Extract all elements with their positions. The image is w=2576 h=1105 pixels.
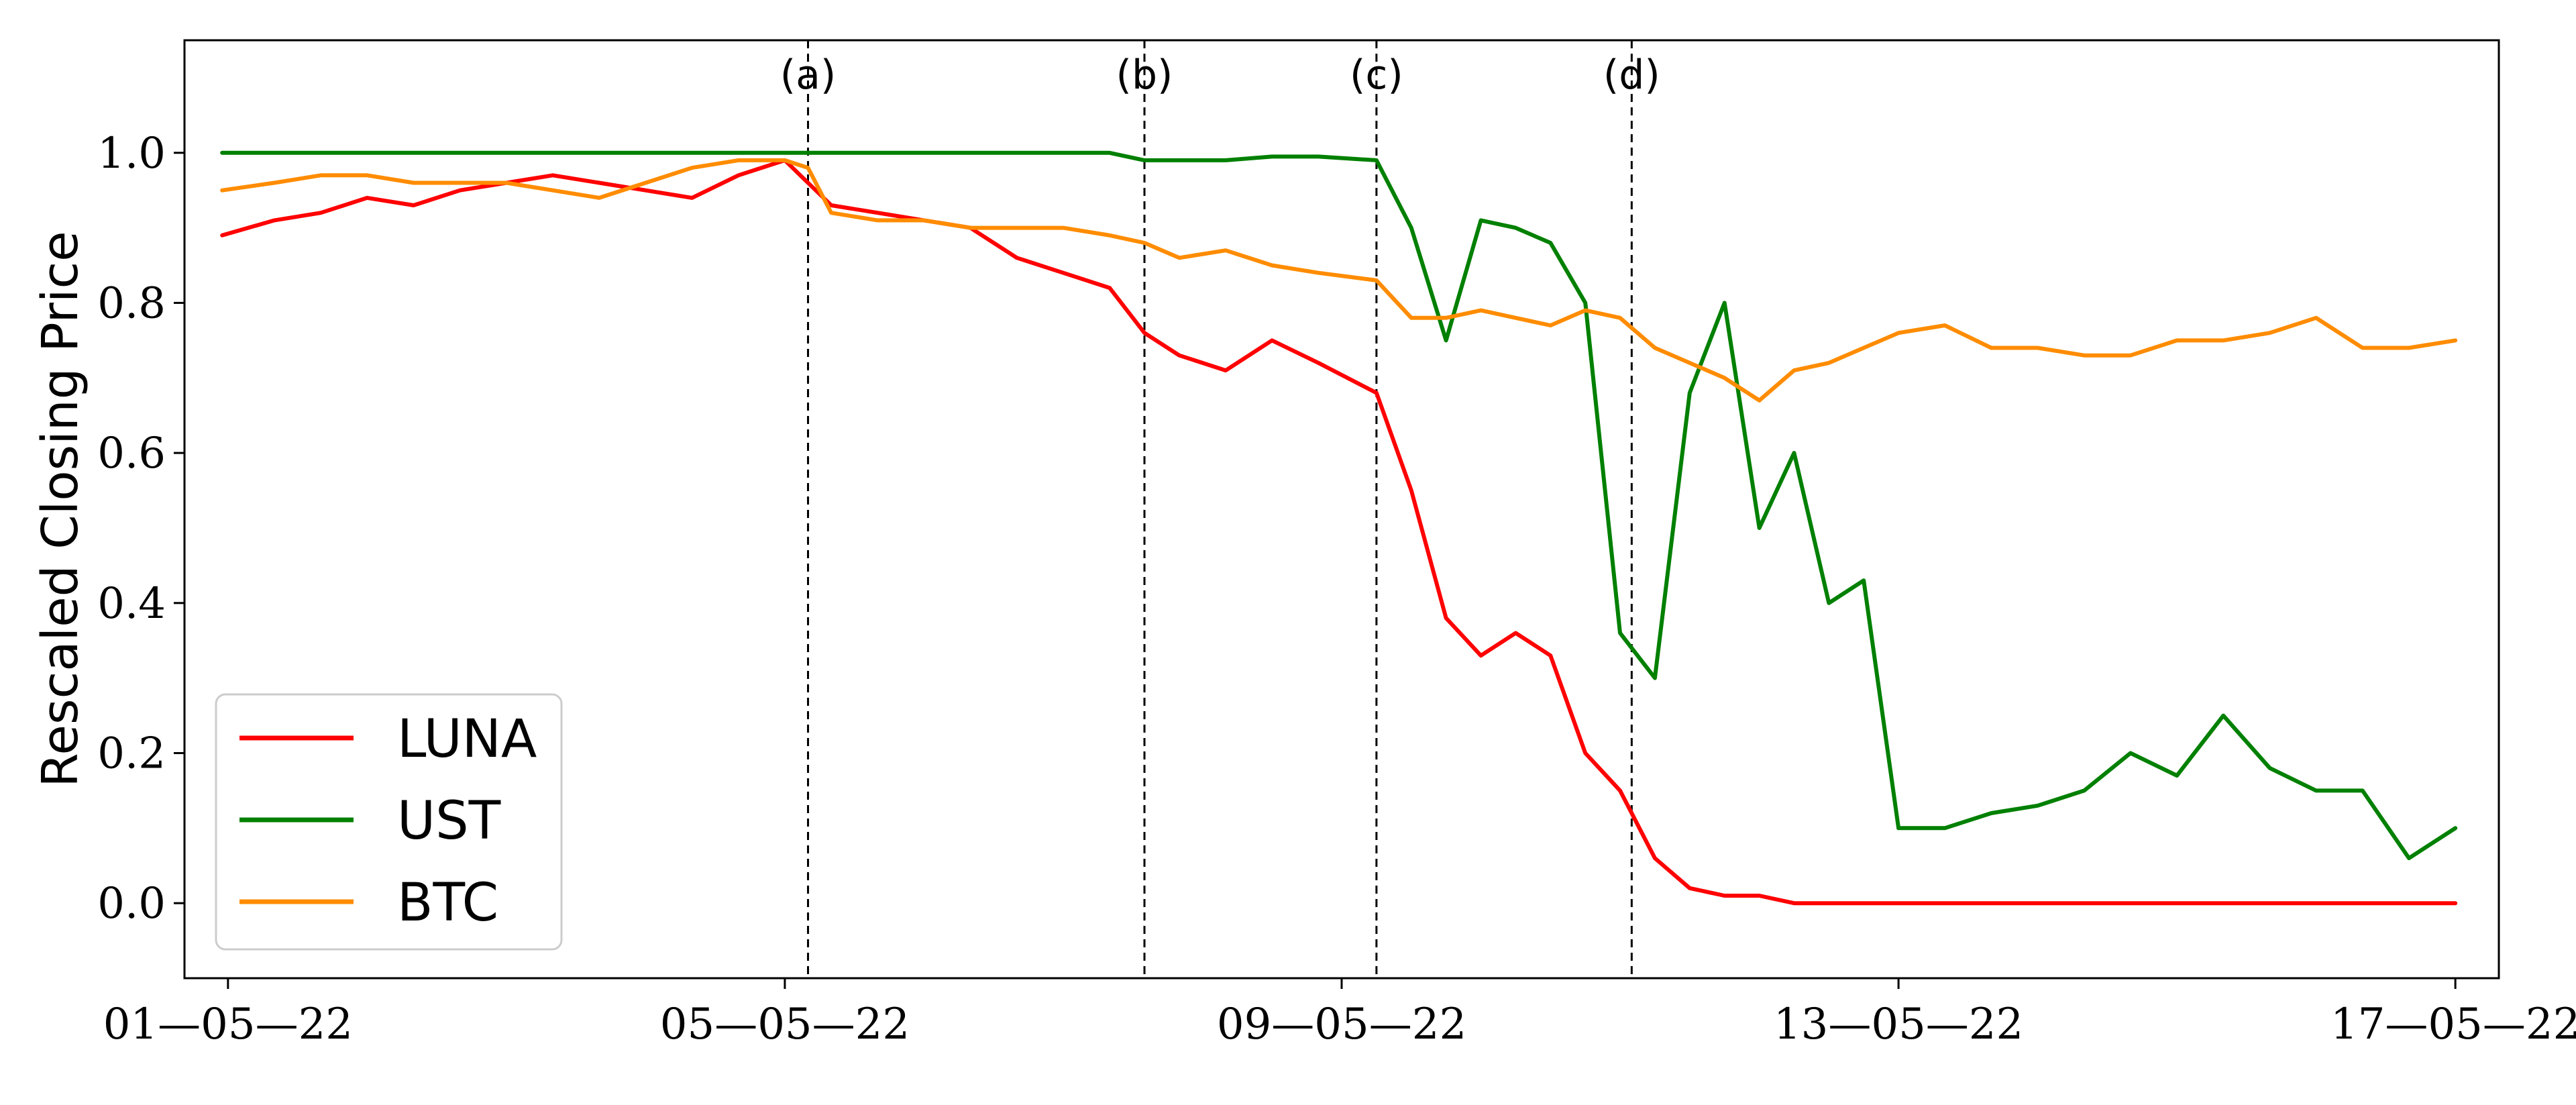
y-tick-label: 0.6 (97, 429, 166, 478)
legend-label-btc: BTC (397, 873, 498, 933)
series-lines (220, 150, 2458, 906)
y-tick-label: 0.4 (97, 579, 166, 629)
x-tick-label: 05—05—22 (660, 1000, 910, 1049)
annotation-label: (b) (1116, 52, 1173, 99)
y-tick-label: 0.2 (97, 729, 166, 778)
x-tick-label: 01—05—22 (103, 1000, 353, 1049)
series-line-ust (220, 150, 2458, 861)
x-tick-label: 17—05—22 (2330, 1000, 2576, 1049)
legend-label-luna: LUNA (397, 709, 537, 770)
x-tick-label: 09—05—22 (1217, 1000, 1466, 1049)
y-axis: 0.0 0.2 0.4 0.6 0.8 1.0 (97, 129, 184, 929)
y-tick-label: 0.8 (97, 278, 166, 328)
y-axis-title: Rescaled Closing Price (32, 231, 89, 787)
x-axis: 01—05—22 05—05—22 09—05—22 13—05—22 17—05—22 (103, 978, 2576, 1049)
series-line-btc (220, 158, 2458, 403)
legend-label-ust: UST (397, 791, 501, 851)
legend: LUNA UST BTC (215, 693, 563, 951)
annotation-label: (a) (780, 52, 837, 99)
x-tick-label: 13—05—22 (1774, 1000, 2023, 1049)
annotation-label: (d) (1603, 52, 1660, 99)
y-tick-label: 1.0 (97, 129, 166, 178)
event-annotations: (a) (b) (c) (d) (780, 40, 1660, 978)
annotation-label: (c) (1350, 52, 1403, 99)
series-line-luna (220, 158, 2458, 906)
y-tick-label: 0.0 (97, 879, 166, 929)
legend-box (215, 693, 563, 951)
